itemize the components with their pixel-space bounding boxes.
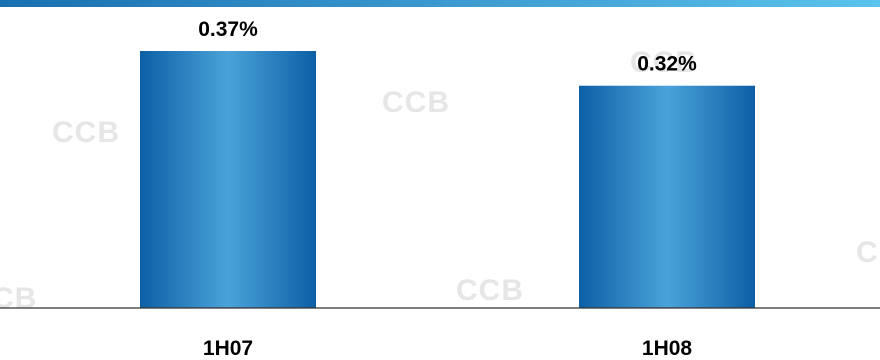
ccb-watermark: CCB: [52, 116, 120, 149]
data-label-1H07: 0.37%: [198, 18, 258, 41]
category-label-1H08: 1H08: [642, 337, 693, 360]
ccb-watermark: CB: [0, 282, 38, 315]
ccb-watermark: CCB: [630, 46, 698, 79]
category-label-1H07: 1H07: [203, 337, 253, 360]
ccb-watermark: CCB: [456, 274, 524, 307]
top-accent-bar: [0, 0, 880, 7]
bar-1H07: [140, 51, 316, 308]
ccb-watermark: CCB: [382, 86, 450, 119]
data-label-1H08: 0.32%: [637, 53, 697, 76]
ccb-watermark: C: [856, 236, 879, 269]
bar-1H08: [579, 85, 755, 308]
